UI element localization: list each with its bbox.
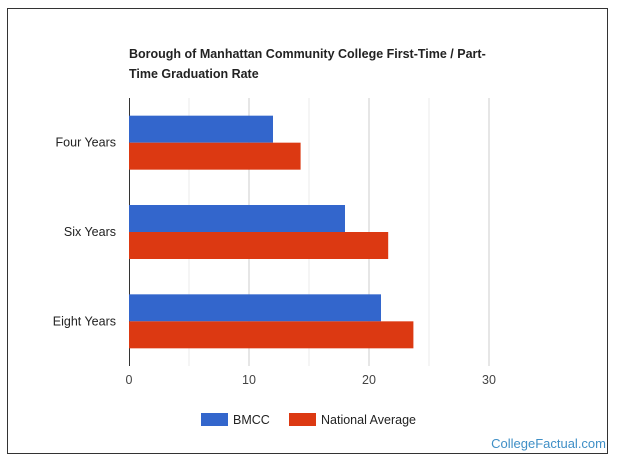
bar-national-average-eight-years[interactable] [129,321,414,349]
labels: Four Years Six Years Eight Years 0 10 20 30 [53,136,496,387]
bar-bmcc-eight-years[interactable] [129,294,381,322]
category-label: Eight Years [53,314,116,328]
x-tick-label: 0 [126,373,133,387]
legend-label[interactable]: National Average [321,413,416,427]
category-label: Six Years [64,225,116,239]
chart-title: Borough of Manhattan Community College F… [129,47,486,81]
bar-national-average-four-years[interactable] [129,142,301,170]
x-tick-label: 20 [362,373,376,387]
category-label: Four Years [56,136,116,150]
bar-bmcc-six-years[interactable] [129,205,345,232]
bar-bmcc-four-years[interactable] [129,115,273,143]
legend: BMCC National Average [201,413,416,427]
x-tick-label: 30 [482,373,496,387]
x-tick-label: 10 [242,373,256,387]
legend-label[interactable]: BMCC [233,413,270,427]
legend-swatch[interactable] [201,413,228,426]
legend-swatch[interactable] [289,413,316,426]
watermark[interactable]: CollegeFactual.com [491,436,606,451]
bars [129,115,414,349]
bar-national-average-six-years[interactable] [129,232,389,259]
